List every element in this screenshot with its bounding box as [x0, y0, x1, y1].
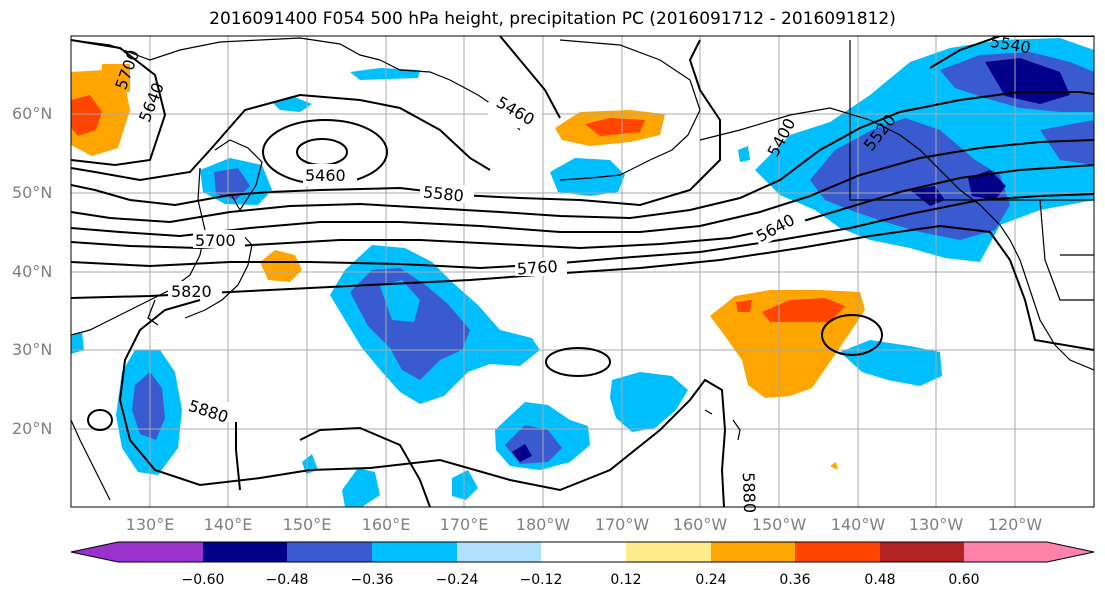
contour-label: 5580 — [422, 182, 464, 205]
colorbar-tick-label: 0.12 — [610, 572, 642, 588]
lon-label: 170°E — [439, 515, 489, 534]
colorbar-bin — [964, 542, 1047, 562]
colorbar-tick-label: −0.36 — [350, 572, 394, 588]
colorbar-bin — [880, 542, 964, 562]
contour-label: 5700 — [195, 231, 236, 250]
contour-label: 5880 — [739, 472, 759, 513]
colorbar-bin — [118, 542, 203, 562]
lon-label: 120°W — [987, 515, 1043, 534]
lon-label: 130°W — [908, 515, 964, 534]
contour-label: 5460 — [305, 166, 346, 185]
colorbar-tick-label: −0.60 — [181, 572, 225, 588]
lat-label: 20°N — [12, 419, 53, 438]
lon-label: 140°E — [203, 515, 253, 534]
lon-label: 150°E — [282, 515, 332, 534]
contour-label: 5760 — [516, 257, 558, 279]
colorbar-tick-label: 0.60 — [948, 572, 980, 588]
lon-label: 150°W — [751, 515, 807, 534]
lat-label: 30°N — [12, 340, 53, 359]
lon-label: 160°W — [672, 515, 728, 534]
colorbar-tick-label: 0.24 — [695, 572, 727, 588]
colorbar-low-extend — [71, 542, 118, 562]
colorbar-bin — [626, 542, 711, 562]
colorbar-bin — [541, 542, 626, 562]
colorbar-high-extend — [1047, 542, 1094, 562]
colorbar-tick-label: −0.12 — [519, 572, 563, 588]
colorbar-bin — [711, 542, 795, 562]
colorbar-bin — [287, 542, 372, 562]
lat-label: 60°N — [12, 104, 53, 123]
lon-label: 140°W — [830, 515, 886, 534]
colorbar-tick-label: 0.48 — [864, 572, 896, 588]
colorbar-tick-label: −0.24 — [435, 572, 479, 588]
contour-label: 5820 — [171, 282, 212, 301]
lon-label: 160°E — [361, 515, 411, 534]
lat-label: 40°N — [12, 262, 53, 281]
map-title: 2016091400 F054 500 hPa height, precipit… — [209, 9, 896, 29]
colorbar-bin — [372, 542, 457, 562]
height-contours — [71, 36, 1094, 507]
lon-label: 170°W — [594, 515, 650, 534]
lon-label: 180°W — [515, 515, 571, 534]
colorbar — [70, 541, 1095, 563]
colorbar-tick-label: 0.36 — [779, 572, 811, 588]
lat-label: 50°N — [12, 183, 53, 202]
colorbar-bin — [795, 542, 880, 562]
colorbar-bin — [203, 542, 287, 562]
colorbar-bin — [457, 542, 541, 562]
map-panel — [71, 36, 1094, 507]
lon-label: 130°E — [125, 515, 175, 534]
precip-anomaly-shading — [71, 38, 1094, 507]
colorbar-tick-label: −0.48 — [265, 572, 309, 588]
